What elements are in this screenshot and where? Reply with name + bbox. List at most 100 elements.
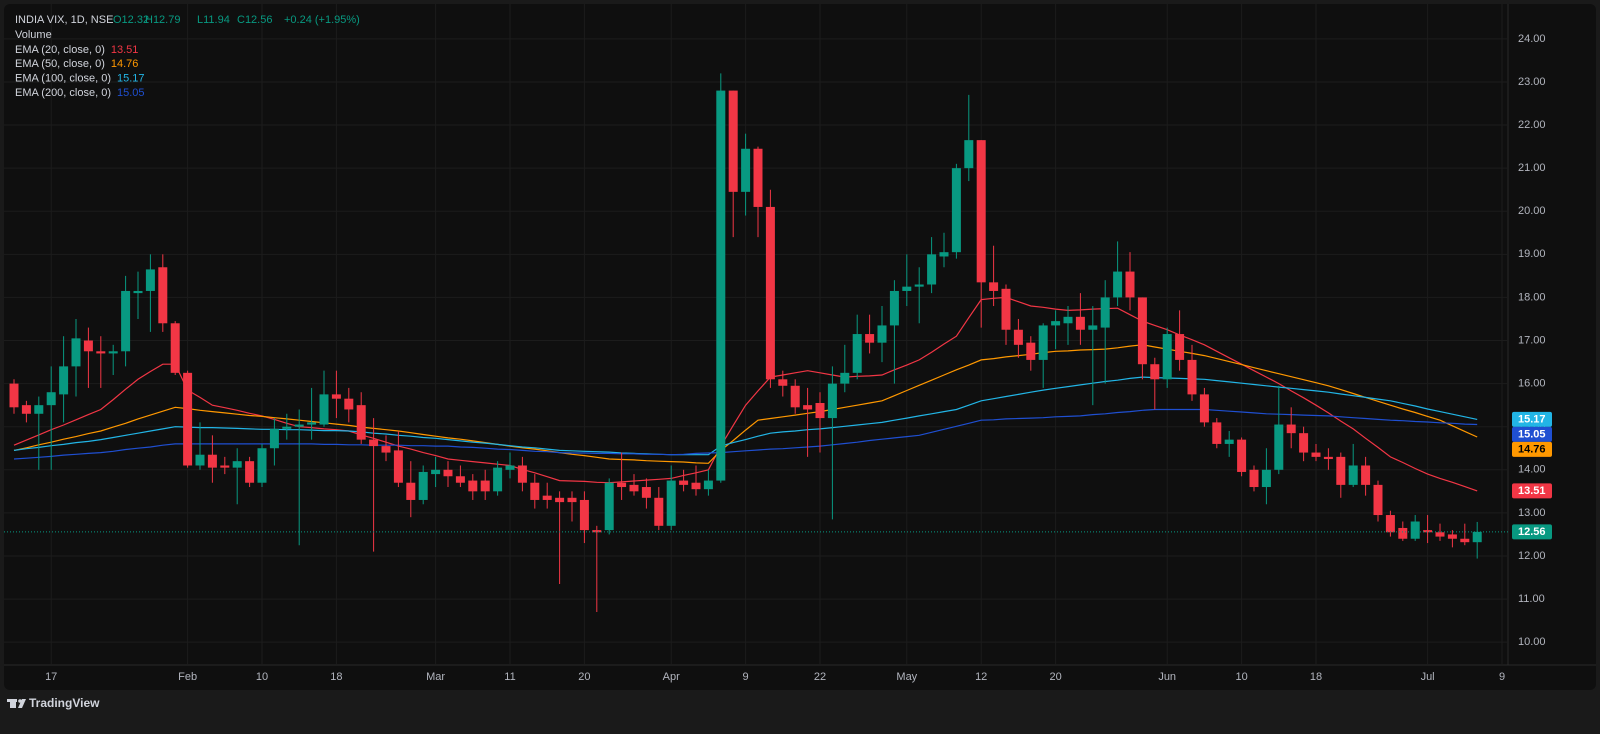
price-badge-label: 13.51 xyxy=(1518,485,1546,497)
ema-lines xyxy=(13,296,1478,492)
candle-body xyxy=(827,383,837,419)
volume-label: Volume xyxy=(15,29,52,41)
candle-body xyxy=(493,467,503,492)
candle-body xyxy=(220,465,230,468)
candle-body xyxy=(406,482,416,500)
candle-body xyxy=(269,428,279,449)
candle-body xyxy=(1162,334,1172,380)
candle-body xyxy=(542,495,552,500)
ohlc-high: H12.79 xyxy=(145,14,180,26)
price-badge xyxy=(1512,411,1552,427)
candle-body xyxy=(617,482,627,488)
candle-body xyxy=(976,140,986,283)
candle-body xyxy=(1348,465,1358,485)
candle-body xyxy=(629,484,639,492)
candle-body xyxy=(1187,359,1197,395)
candle-body xyxy=(1311,452,1321,457)
candle-body xyxy=(1063,316,1073,324)
legend-label: EMA (50, close, 0) xyxy=(15,58,105,70)
x-tick-label: 18 xyxy=(330,671,342,683)
candle-body xyxy=(108,351,118,354)
y-tick-label: 10.00 xyxy=(1518,636,1546,648)
candle-body xyxy=(468,480,478,492)
candle-body xyxy=(1013,329,1023,345)
legend-label: EMA (20, close, 0) xyxy=(15,44,105,56)
candle-body xyxy=(257,448,267,483)
candle-body xyxy=(654,497,664,526)
x-tick-label: 20 xyxy=(1049,671,1061,683)
x-tick-label: Feb xyxy=(178,671,197,683)
candle-body xyxy=(431,469,441,475)
candle-body xyxy=(1336,456,1346,485)
candle-body xyxy=(716,90,726,481)
x-tick-label: Mar xyxy=(426,671,445,683)
x-tick-label: 9 xyxy=(1499,671,1505,683)
candle-body xyxy=(9,383,19,408)
candle-body xyxy=(951,168,961,253)
candles xyxy=(4,73,1508,612)
candle-body xyxy=(803,405,813,410)
candle-body xyxy=(183,372,193,466)
candle-body xyxy=(889,290,899,326)
price-badge xyxy=(1512,524,1552,540)
candle-body xyxy=(939,252,949,257)
x-tick-label: 10 xyxy=(1235,671,1247,683)
candle-body xyxy=(1038,325,1048,360)
candle-body xyxy=(1212,422,1222,444)
y-tick-label: 16.00 xyxy=(1518,378,1546,390)
candle-body xyxy=(530,482,540,500)
candle-body xyxy=(1137,297,1147,365)
candle-body xyxy=(1361,465,1371,485)
candle-body xyxy=(245,461,255,483)
ema-line xyxy=(13,296,1478,492)
candle-body xyxy=(344,398,354,410)
x-tick-label: 20 xyxy=(578,671,590,683)
candle-body xyxy=(1274,424,1284,470)
x-tick-label: Jun xyxy=(1158,671,1176,683)
candle-body xyxy=(1113,271,1123,298)
candle-body xyxy=(989,282,999,291)
logo-mark xyxy=(18,699,26,708)
candle-body xyxy=(902,286,912,291)
candle-body xyxy=(1447,534,1457,539)
candle-body xyxy=(815,403,825,419)
y-tick-label: 13.00 xyxy=(1518,507,1546,519)
x-tick-label: 10 xyxy=(256,671,268,683)
candle-body xyxy=(877,325,887,343)
candle-body xyxy=(1460,538,1470,543)
candle-body xyxy=(964,140,974,169)
candle-body xyxy=(914,284,924,287)
candle-body xyxy=(34,405,44,414)
axes: 10.0011.0012.0013.0014.0015.0016.0017.00… xyxy=(45,33,1552,683)
candle-body xyxy=(1237,439,1247,472)
y-tick-label: 21.00 xyxy=(1518,162,1546,174)
ohlc-low: L11.94 xyxy=(197,14,230,26)
logo-mark xyxy=(7,699,17,702)
candle-body xyxy=(1001,288,1011,330)
candle-body xyxy=(282,426,292,429)
candle-body xyxy=(145,269,155,291)
x-tick-label: 12 xyxy=(975,671,987,683)
candle-body xyxy=(195,454,205,466)
candle-body xyxy=(83,340,93,352)
candle-body xyxy=(555,497,565,503)
candle-body xyxy=(331,394,341,399)
price-badge-label: 12.56 xyxy=(1518,526,1546,538)
x-tick-label: 9 xyxy=(743,671,749,683)
candle-body xyxy=(133,290,143,294)
candle-body xyxy=(121,290,131,352)
candle-body xyxy=(1088,325,1098,330)
candle-body xyxy=(356,405,366,440)
candle-body xyxy=(852,334,862,373)
candle-body xyxy=(1026,342,1036,360)
candle-body xyxy=(865,334,875,343)
candle-body xyxy=(1100,297,1110,328)
candle-body xyxy=(753,148,763,207)
x-tick-label: May xyxy=(896,671,917,683)
candle-body xyxy=(170,323,180,373)
candle-body xyxy=(741,148,751,192)
x-tick-label: Apr xyxy=(663,671,680,683)
ema-line xyxy=(13,408,1478,460)
